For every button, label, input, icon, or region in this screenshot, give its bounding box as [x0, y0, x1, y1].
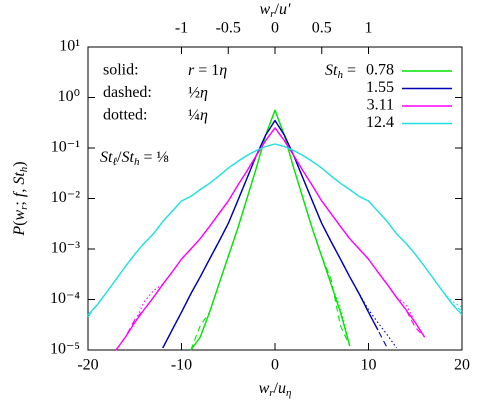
legend-label: 0.78	[366, 62, 394, 79]
x-axis-label-part: η	[286, 387, 291, 399]
x-axis-label: wr/uη	[259, 380, 292, 399]
annotation-value-part: ½	[188, 84, 200, 101]
x-tick-label: 10	[361, 357, 377, 374]
x2-tick-label: 0	[271, 20, 279, 37]
pdf-line	[162, 119, 397, 349]
ratio-note-part: ℓ	[112, 156, 117, 168]
x-tick-label: 20	[454, 357, 470, 374]
legend-label: 1.55	[366, 79, 394, 96]
y-axis-label-part: r	[18, 205, 30, 210]
pdf-line	[162, 119, 388, 349]
x-tick-label: -20	[77, 357, 98, 374]
annotation-label: dashed:	[103, 84, 152, 101]
annotation-label: dotted:	[103, 107, 147, 124]
y-axis-label-part: ,	[11, 185, 28, 193]
x2-tick-label: 1	[365, 20, 373, 37]
y-axis-label-part: (	[11, 221, 28, 226]
y-tick-label: 10⁻⁴	[50, 290, 80, 307]
ratio-note-part: h	[134, 156, 140, 168]
ratio-note-part: /	[117, 149, 122, 166]
legend-prefix-part: =	[343, 62, 356, 79]
y-tick-label: 10¹	[59, 38, 80, 55]
pdf-line	[87, 143, 463, 318]
y-axis-label-part: f	[11, 190, 28, 197]
legend-prefix-part: St	[325, 62, 338, 79]
y-tick-label: 10⁻⁵	[50, 341, 80, 358]
pdf-line	[162, 119, 379, 349]
x2-tick-label: -0.5	[216, 20, 241, 37]
y-axis-label: P(wr; f, Sth)	[11, 161, 30, 236]
x-axis-label-part: /	[274, 380, 279, 397]
x-tick-label: -10	[171, 357, 192, 374]
ratio-note-part: St	[122, 149, 135, 166]
annotation-value-part: = 1	[194, 62, 219, 79]
x2-tick-label: 0.5	[312, 20, 332, 37]
y-axis-label-part: w	[11, 210, 28, 221]
annotation-label: solid:	[103, 62, 139, 79]
x-tick-label: 0	[271, 357, 279, 374]
x2-axis-label-part: u′	[279, 1, 291, 18]
annotation-value-part: η	[200, 84, 208, 101]
y-axis-label-part: )	[11, 161, 28, 166]
x-axis-label-part: w	[259, 380, 270, 397]
pdf-line	[190, 109, 351, 351]
x-axis-label-part: r	[269, 387, 274, 399]
annotation-value-part: ¼	[188, 107, 200, 124]
pdf-line	[190, 109, 351, 351]
legend-prefix: Sth =	[325, 62, 356, 81]
legend-label: 3.11	[367, 97, 394, 114]
pdf-line	[87, 143, 463, 316]
y-axis-label-part: St	[11, 172, 28, 185]
y-axis-label-part: P	[11, 226, 28, 237]
y-tick-label: 10⁰	[58, 88, 80, 105]
pdf-line	[115, 127, 426, 351]
annotation-value-part: η	[219, 62, 227, 79]
y-axis-label-part: h	[18, 166, 30, 172]
x2-axis-label: wr/u′	[260, 1, 291, 20]
legend-label: 12.4	[366, 114, 394, 131]
ratio-note-part: = ⅛	[139, 149, 168, 166]
annotation-value: r = 1η	[188, 62, 227, 79]
y-tick-label: 10⁻¹	[51, 139, 80, 156]
pdf-line	[87, 143, 463, 316]
annotation-value-part: r	[188, 62, 195, 79]
y-axis-label-part: ;	[11, 197, 28, 205]
x-axis-label-part: u	[278, 380, 286, 397]
x2-tick-label: -1	[175, 20, 188, 37]
annotation-value-part: η	[200, 107, 208, 124]
y-tick-label: 10⁻²	[51, 189, 80, 206]
legend-prefix-part: h	[337, 69, 343, 81]
annotation-value: ¼η	[188, 107, 208, 124]
y-tick-label: 10⁻³	[51, 240, 80, 257]
ratio-note: Stℓ/Sth = ⅛	[100, 149, 168, 168]
pdf-line	[190, 109, 351, 351]
x2-axis-label-part: r	[270, 8, 275, 20]
x2-axis-label-part: /	[275, 1, 280, 18]
annotation-value: ½η	[188, 84, 208, 101]
ratio-note-part: St	[100, 149, 113, 166]
x2-axis-label-part: w	[260, 1, 271, 18]
